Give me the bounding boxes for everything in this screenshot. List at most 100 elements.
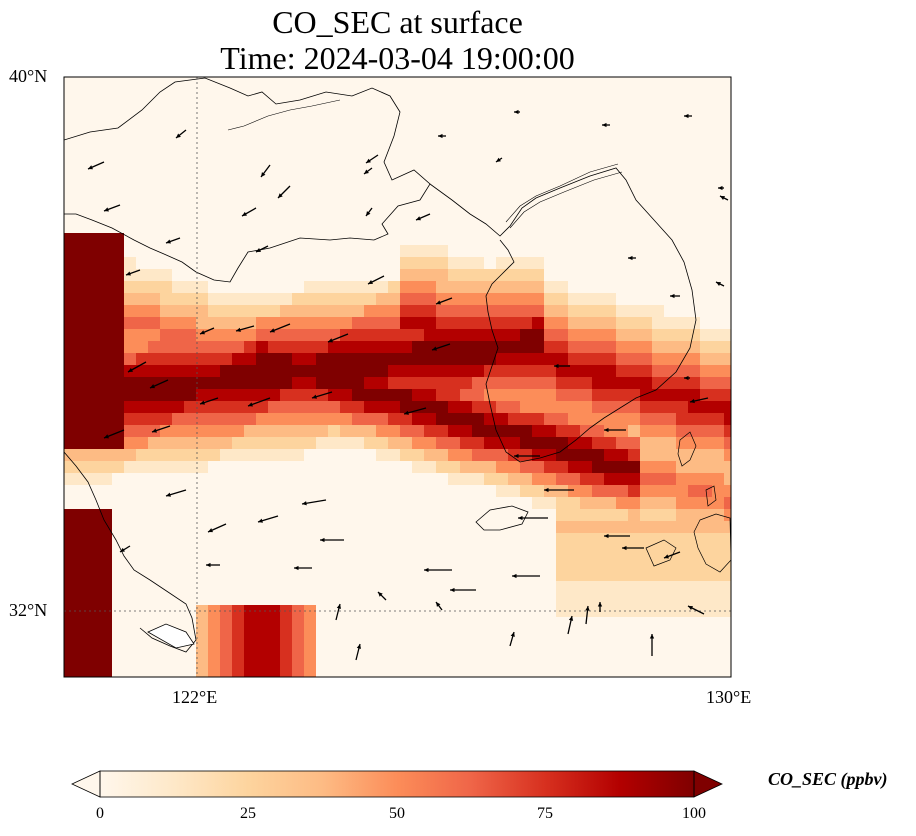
field-cell [724, 125, 731, 138]
field-cell [112, 665, 125, 677]
field-cell [436, 581, 449, 594]
field-cell [676, 233, 689, 246]
field-cell [580, 653, 593, 666]
wind-arrow [509, 631, 515, 647]
field-cell [364, 665, 377, 677]
field-cell [64, 185, 77, 198]
field-cell [292, 653, 305, 666]
field-cell [76, 533, 89, 546]
field-cell [484, 233, 497, 246]
field-cell [364, 269, 377, 282]
field-cell [64, 569, 77, 582]
field-cell [640, 233, 653, 246]
field-cell [676, 89, 689, 102]
field-cell [232, 293, 245, 306]
field-cell [460, 437, 473, 450]
field-cell [580, 665, 593, 677]
field-cell [724, 641, 731, 654]
wind-arrow [335, 603, 342, 621]
field-cell [328, 185, 341, 198]
field-cell [364, 581, 377, 594]
field-cell [496, 425, 509, 438]
field-cell [88, 209, 101, 222]
field-cell [520, 173, 533, 186]
field-cell [88, 197, 101, 210]
field-cell [376, 485, 389, 498]
field-cell [544, 641, 557, 654]
field-cell [280, 389, 293, 402]
field-cell [364, 617, 377, 630]
field-cell [496, 653, 509, 666]
field-cell [316, 473, 329, 486]
field-cell [580, 401, 593, 414]
field-cell [616, 197, 629, 210]
field-cell [232, 557, 245, 570]
field-cell [76, 629, 89, 642]
field-cell [436, 245, 449, 258]
field-cell [328, 581, 341, 594]
field-cell [376, 209, 389, 222]
field-cell [712, 353, 725, 366]
field-cell [328, 509, 341, 522]
field-cell [520, 401, 533, 414]
field-cell [532, 389, 545, 402]
field-cell [724, 137, 731, 150]
field-cell [292, 221, 305, 234]
field-cell [628, 629, 641, 642]
field-cell [628, 101, 641, 114]
field-cell [208, 641, 221, 654]
field-cell [328, 113, 341, 126]
field-cell [460, 389, 473, 402]
field-cell [304, 245, 317, 258]
field-cell [328, 89, 341, 102]
field-cell [424, 437, 437, 450]
field-cell [196, 497, 209, 510]
field-cell [436, 533, 449, 546]
field-cell [520, 665, 533, 677]
field-cell [460, 245, 473, 258]
field-cell [676, 353, 689, 366]
field-cell [208, 281, 221, 294]
field-cell [316, 629, 329, 642]
field-cell [436, 173, 449, 186]
field-cell [532, 293, 545, 306]
field-cell [196, 665, 209, 677]
field-cell [688, 425, 701, 438]
field-cell [88, 389, 101, 402]
field-cell [388, 101, 401, 114]
field-cell [376, 593, 389, 606]
field-cell [472, 245, 485, 258]
field-cell [208, 473, 221, 486]
field-cell [328, 173, 341, 186]
field-cell [556, 221, 569, 234]
field-cell [676, 317, 689, 330]
field-cell [136, 161, 149, 174]
field-cell [124, 125, 137, 138]
wind-arrow [514, 453, 540, 459]
field-cell [388, 533, 401, 546]
field-cell [412, 233, 425, 246]
field-cell [340, 149, 353, 162]
field-cell [388, 509, 401, 522]
field-cell [352, 281, 365, 294]
field-cell [208, 533, 221, 546]
field-cell [460, 161, 473, 174]
field-cell [376, 461, 389, 474]
field-cell [652, 221, 665, 234]
wind-arrow [715, 281, 725, 287]
field-cell [712, 149, 725, 162]
field-cell [652, 389, 665, 402]
field-cell [448, 173, 461, 186]
field-cell [448, 185, 461, 198]
field-cell [184, 401, 197, 414]
field-cell [76, 281, 89, 294]
field-cell [604, 557, 617, 570]
field-cell [712, 581, 725, 594]
field-cell [436, 125, 449, 138]
field-cell [124, 521, 137, 534]
field-cell [112, 281, 125, 294]
field-cell [448, 653, 461, 666]
field-cell [436, 185, 449, 198]
field-cell [544, 329, 557, 342]
field-cell [508, 281, 521, 294]
